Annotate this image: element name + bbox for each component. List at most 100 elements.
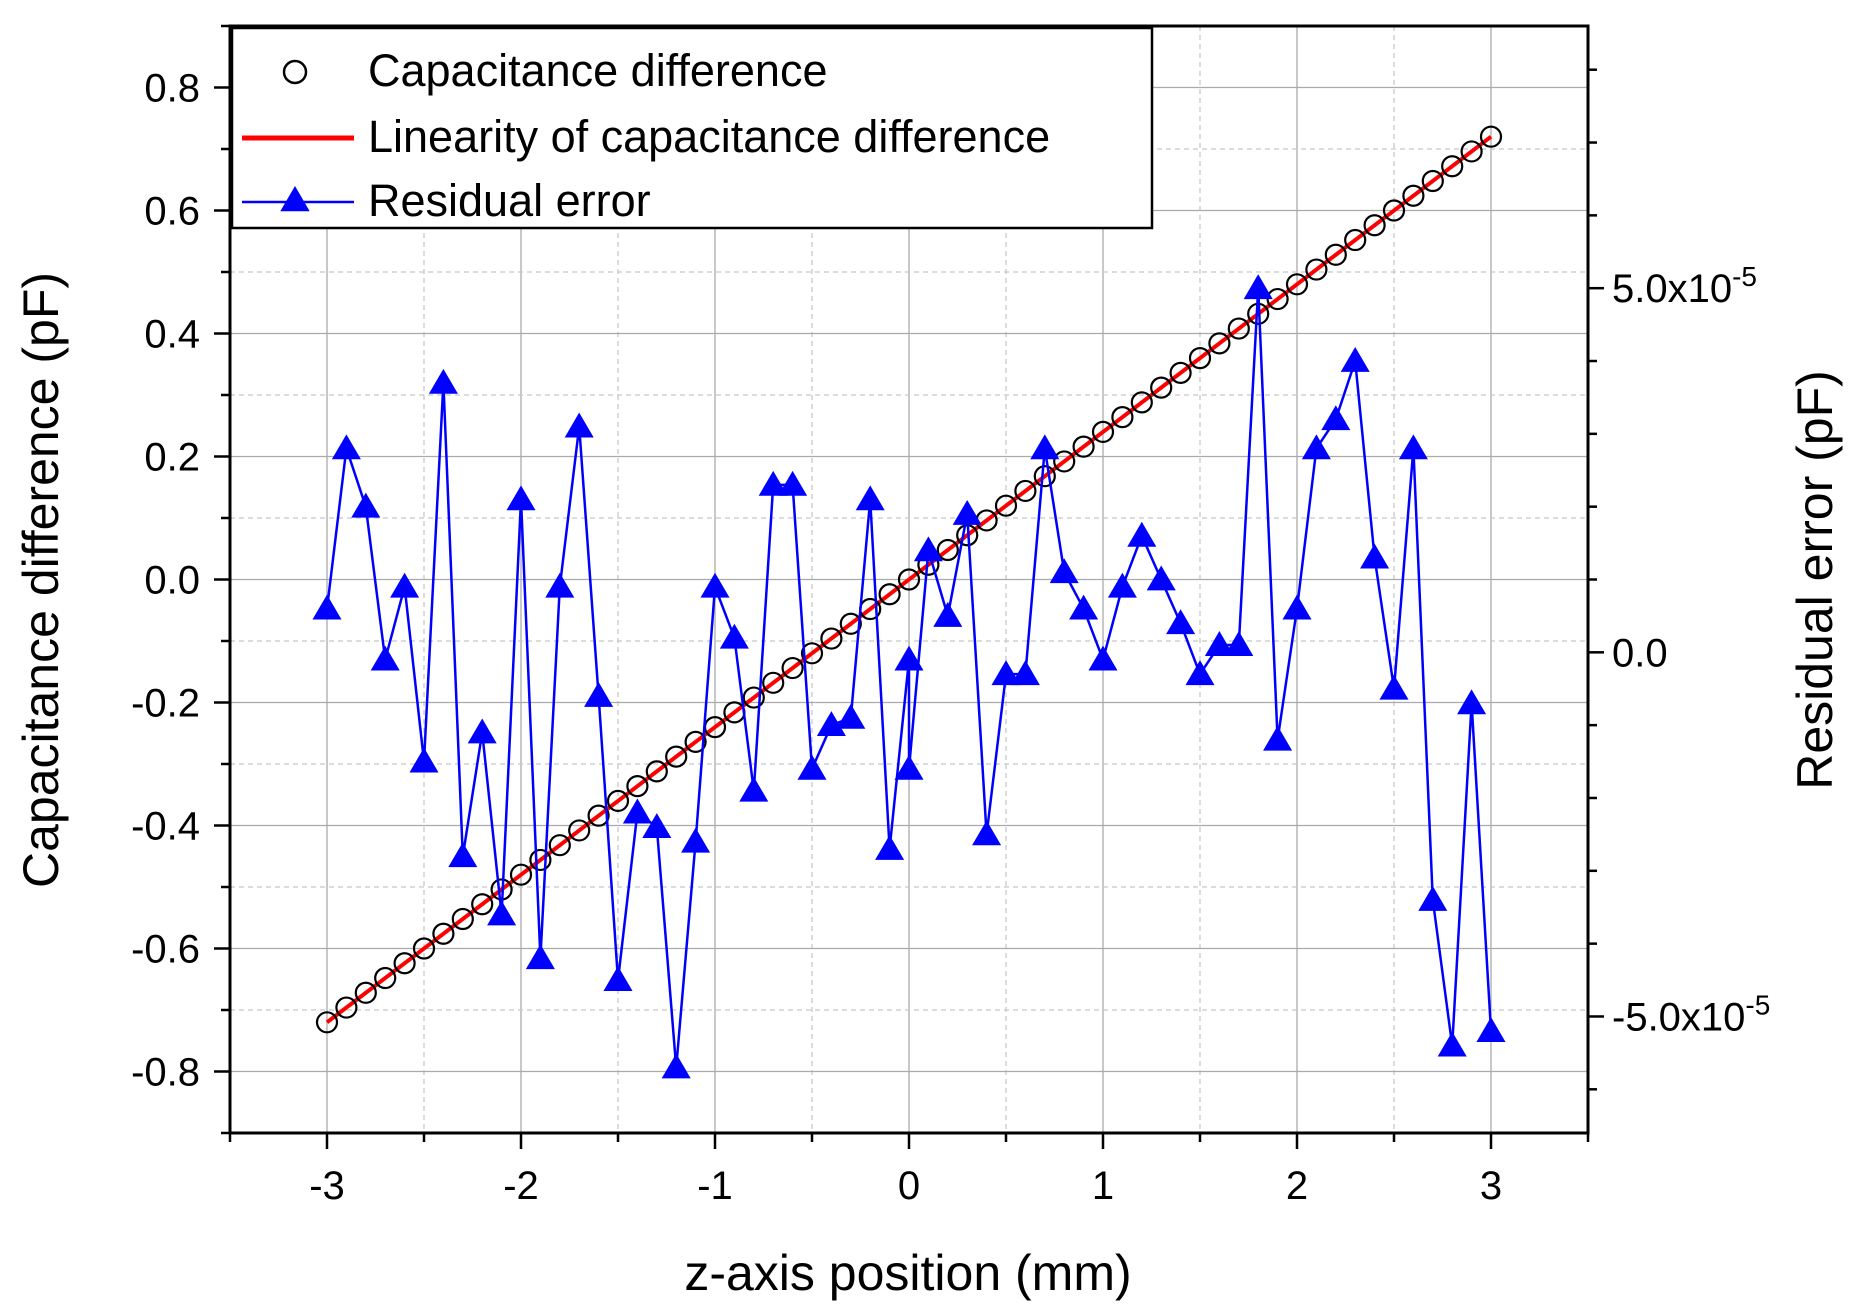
y-left-tick-label: 0.8: [144, 67, 200, 111]
residual-point: [816, 711, 846, 737]
capacitance-point: [1130, 391, 1153, 414]
y-left-tick-label: -0.4: [131, 805, 200, 849]
y-right-tick-exponent: -5: [1745, 989, 1770, 1020]
y-right-tick-mantissa: 5.0x10: [1612, 267, 1732, 311]
residual-point: [622, 798, 652, 824]
residual-point: [331, 434, 361, 460]
y-axis-right-title: Residual error (pF): [1787, 370, 1843, 790]
residual-point: [545, 572, 575, 598]
residual-point: [409, 747, 439, 773]
residual-point: [1282, 594, 1312, 620]
legend-label: Residual error: [368, 175, 651, 226]
capacitance-point: [1382, 199, 1406, 222]
residual-point: [390, 572, 420, 598]
x-tick-label: -1: [697, 1164, 733, 1208]
residual-point: [681, 827, 711, 853]
legend-label: Linearity of capacitance difference: [368, 111, 1050, 162]
y-left-tick-label: 0.4: [144, 313, 200, 357]
residual-point: [1398, 434, 1428, 460]
capacitance-point: [374, 966, 397, 990]
residual-point: [1263, 725, 1293, 751]
series-layer: [312, 125, 1506, 1079]
capacitance-point: [1421, 169, 1444, 193]
y-left-tick-label: 0.0: [144, 559, 200, 603]
residual-point: [1166, 609, 1196, 635]
residual-point: [642, 813, 672, 839]
residual-point: [1243, 274, 1273, 300]
residual-point: [312, 594, 342, 620]
residual-point: [428, 368, 458, 394]
residual-point: [1049, 558, 1079, 584]
residual-point: [1185, 660, 1215, 686]
residual-point: [836, 703, 866, 729]
capacitance-point: [897, 568, 921, 591]
residual-point: [467, 718, 497, 744]
capacitance-point: [742, 686, 765, 709]
capacitance-point: [315, 1011, 339, 1034]
residual-point: [1476, 1017, 1506, 1042]
capacitance-point: [1460, 140, 1483, 163]
capacitance-point: [878, 583, 901, 606]
capacitance-point: [800, 642, 824, 665]
capacitance-point: [509, 863, 533, 886]
legend-box: [230, 26, 1154, 230]
residual-point: [1418, 885, 1448, 911]
residual-point: [351, 492, 381, 518]
capacitance-point: [1208, 332, 1231, 355]
capacitance-point: [762, 671, 785, 694]
residual-point: [1321, 405, 1351, 431]
y-right-tick-mantissa: -5.0x10: [1612, 995, 1745, 1039]
capacitance-point: [645, 760, 668, 783]
residual-point: [448, 842, 478, 868]
residual-point: [778, 470, 808, 496]
capacitance-point: [1441, 155, 1464, 178]
capacitance-point: [354, 981, 377, 1004]
residual-point: [487, 900, 517, 926]
residual-point: [506, 485, 536, 511]
residual-point: [1379, 674, 1409, 700]
residual-point: [933, 601, 963, 627]
y-left-tick-label: 0.6: [144, 190, 200, 234]
capacitance-point: [412, 937, 436, 960]
residual-point: [952, 499, 982, 525]
residual-point: [875, 834, 905, 860]
residual-point: [972, 820, 1002, 846]
capacitance-point: [451, 907, 474, 931]
capacitance-point: [529, 848, 552, 872]
x-tick-label: 0: [898, 1164, 920, 1208]
capacitance-point: [1188, 347, 1212, 370]
legend-label: Capacitance difference: [368, 45, 827, 96]
residual-point: [739, 776, 769, 802]
legend: Capacitance difference Linearity of capac…: [230, 26, 1154, 230]
residual-point: [1146, 565, 1176, 591]
x-tick-label: 3: [1480, 1164, 1502, 1208]
capacitance-point: [626, 775, 649, 798]
y-left-tick-label: -0.8: [131, 1051, 200, 1095]
residual-line: [325, 288, 1493, 1068]
residual-point: [1127, 521, 1157, 547]
residual-point: [564, 412, 594, 438]
residual-point: [855, 485, 885, 511]
y-right-tick-label: 0.0: [1612, 631, 1668, 675]
capacitance-point: [1305, 258, 1328, 281]
residual-point: [1301, 434, 1331, 460]
capacitance-point: [684, 730, 707, 753]
capacitance-point: [820, 627, 843, 650]
residual-point: [603, 966, 633, 991]
capacitance-point: [393, 952, 416, 975]
y-right-tick-exponent: -5: [1732, 261, 1757, 292]
residual-point: [894, 645, 924, 671]
residual-point: [1457, 689, 1487, 715]
residual-point: [1437, 1031, 1467, 1057]
residual-point: [1088, 645, 1118, 671]
residual-point: [1224, 631, 1254, 656]
residual-point: [913, 536, 943, 562]
capacitance-point: [606, 789, 630, 813]
residual-point: [1069, 594, 1099, 620]
y-left-tick-label: -0.6: [131, 928, 200, 972]
residual-point: [991, 660, 1021, 686]
linearity-line: [325, 135, 1493, 1024]
x-tick-label: -3: [309, 1164, 345, 1208]
x-tick-label: 1: [1092, 1164, 1114, 1208]
